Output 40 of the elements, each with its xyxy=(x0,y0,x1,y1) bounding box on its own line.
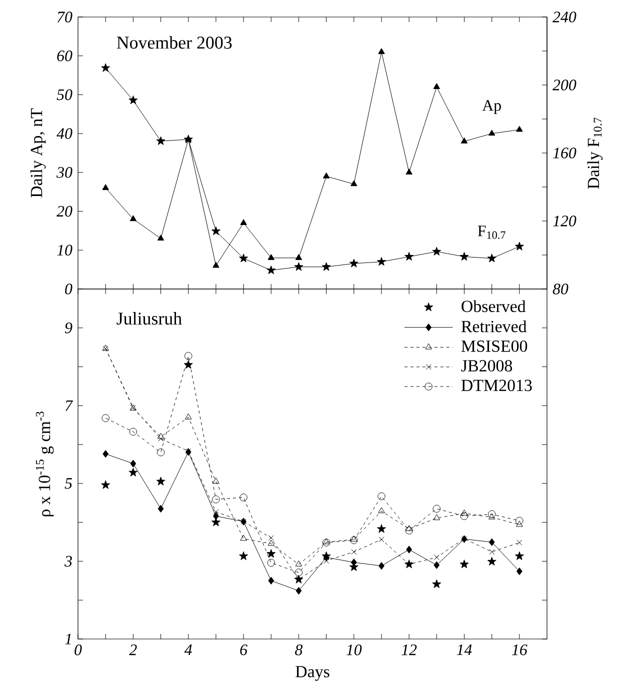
y-tick-label: 10 xyxy=(57,244,72,256)
x-tick-label: 12 xyxy=(402,644,417,656)
y-tick-label: 3 xyxy=(64,556,72,567)
y-tick-label: 60 xyxy=(57,50,72,62)
series-label: Ap xyxy=(482,100,501,114)
x-tick-label: 16 xyxy=(512,644,528,656)
y2-tick-label: 240 xyxy=(552,12,576,22)
y-tick-label: 50 xyxy=(56,89,72,100)
y-tick-label: 1 xyxy=(65,634,71,644)
y-tick-label: 9 xyxy=(64,322,72,334)
y-tick-label: 20 xyxy=(56,206,72,217)
y-axis-title: ρ x 10$^{-15}$ g cm$^{-3}$ xyxy=(36,412,54,516)
annotation: November 2003 xyxy=(116,36,232,49)
y2-axis-title: Daily F$_{10.7}$ xyxy=(587,118,603,189)
x-tick-label: 2 xyxy=(129,644,137,656)
legend-label: JB2008 xyxy=(461,360,512,372)
y-tick-label: 30 xyxy=(56,167,72,178)
x-tick-label: 10 xyxy=(346,644,362,656)
y2-tick-label: 200 xyxy=(552,80,576,90)
x-tick-label: 4 xyxy=(184,644,192,656)
annotation: Juliusruh xyxy=(116,312,182,325)
y-tick-label: 5 xyxy=(64,478,72,489)
legend-label: DTM2013 xyxy=(461,380,532,392)
y2-tick-label: 120 xyxy=(553,216,576,226)
x-axis-title: Days xyxy=(296,666,330,681)
legend-label: Observed xyxy=(462,300,526,312)
y2-tick-label: 160 xyxy=(553,148,576,158)
series-label: F$_{10.7}$ xyxy=(478,226,506,239)
y-axis-title: Daily Ap, nT xyxy=(30,108,46,198)
x-tick-label: 8 xyxy=(295,644,303,656)
y-tick-label: 70 xyxy=(57,12,72,22)
y-tick-label: 0 xyxy=(65,284,72,294)
legend-label: MSISE00 xyxy=(461,340,528,352)
y2-tick-label: 80 xyxy=(552,284,568,294)
x-tick-label: 6 xyxy=(240,644,248,656)
x-tick-label: 14 xyxy=(456,644,472,656)
legend-label: Retrieved xyxy=(461,320,527,332)
y-tick-label: 7 xyxy=(65,400,74,411)
x-tick-label: 0 xyxy=(74,644,82,656)
y-tick-label: 40 xyxy=(56,128,72,139)
